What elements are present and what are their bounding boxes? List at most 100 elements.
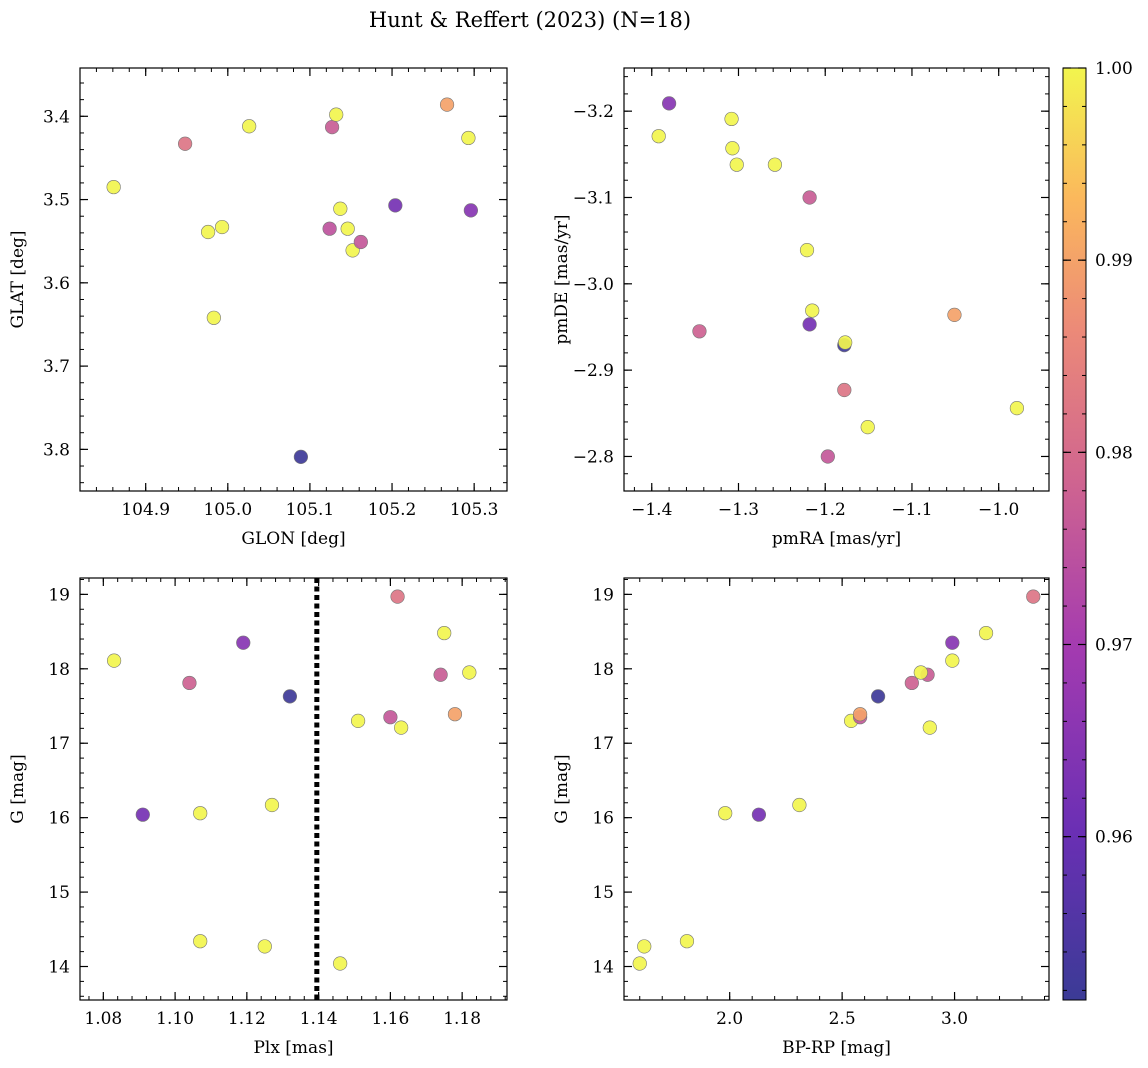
major-ticks — [80, 578, 507, 1000]
minor-ticks — [79, 68, 508, 491]
data-point — [340, 221, 355, 236]
data-point — [106, 179, 121, 195]
scatter-points — [651, 96, 1025, 464]
data-point — [193, 806, 208, 821]
major-ticks — [624, 68, 1049, 491]
scatter-points — [106, 97, 478, 464]
axes-frame — [623, 67, 1050, 492]
x-tick-label: 105.3 — [450, 500, 499, 520]
data-point — [447, 707, 463, 722]
panels: 104.9 105.0 105.1 105.2 105.3 3.4 3.5 3.6 3.7 3.8… — [8, 67, 1050, 1058]
y-tick-label: 17 — [48, 734, 70, 754]
y-tick-label: 15 — [592, 883, 614, 903]
data-point — [282, 689, 298, 704]
x-axis-label: pmRA [mas/yr] — [772, 529, 901, 549]
colorbar-tick-label: 0.96 — [1095, 828, 1133, 848]
data-point — [333, 201, 348, 216]
data-point — [767, 157, 783, 172]
data-point — [439, 97, 455, 112]
panel-2: −1.4 −1.3 −1.2 −1.1 −1.0 −3.2 −3.1 −3.0 −2.9 −2.8… — [552, 67, 1050, 549]
data-point — [692, 324, 707, 339]
data-point — [182, 675, 197, 691]
y-tick-label: 16 — [592, 809, 614, 829]
data-point — [390, 589, 405, 604]
y-tick-label: 18 — [48, 660, 70, 680]
data-point — [662, 96, 677, 111]
y-tick-label: 3.5 — [43, 191, 70, 211]
data-point — [751, 807, 767, 822]
y-tick-label: −3.2 — [573, 102, 614, 122]
data-point — [324, 120, 340, 135]
axes-frame — [623, 577, 1050, 1001]
data-point — [383, 710, 398, 725]
data-point — [201, 224, 216, 240]
x-tick-label: −1.2 — [805, 500, 846, 520]
x-tick-label: −1.3 — [718, 500, 759, 520]
data-point — [805, 303, 820, 318]
data-point — [206, 310, 221, 325]
y-axis-label: pmDE [mas/yr] — [552, 214, 572, 344]
y-axis-label: G [mag] — [8, 754, 28, 823]
panel-1: 104.9 105.0 105.1 105.2 105.3 3.4 3.5 3.6 3.7 3.8… — [8, 67, 508, 549]
y-tick-label: −2.9 — [573, 361, 614, 381]
data-point — [1026, 589, 1041, 604]
data-point — [838, 335, 853, 350]
minor-ticks — [80, 578, 507, 1000]
data-point — [651, 129, 666, 144]
y-tick-label: −2.8 — [573, 447, 614, 467]
data-point — [353, 234, 368, 250]
x-axis-label: Plx [mas] — [253, 1038, 333, 1058]
y-tick-label: 14 — [48, 958, 70, 978]
data-point — [462, 665, 477, 680]
data-point — [106, 653, 122, 668]
data-point — [729, 157, 744, 172]
y-tick-label: 16 — [48, 809, 70, 829]
data-point — [135, 807, 150, 822]
colorbar-tick-label: 1.00 — [1095, 59, 1133, 79]
y-tick-label: 3.6 — [43, 274, 70, 294]
data-point — [329, 107, 344, 122]
data-point — [913, 665, 928, 680]
data-point — [945, 653, 960, 668]
x-tick-label: 1.12 — [228, 1009, 266, 1029]
x-axis-label: BP-RP [mag] — [782, 1038, 891, 1058]
x-axis-label: GLON [deg] — [241, 529, 345, 549]
data-point — [724, 111, 739, 127]
data-point — [264, 797, 280, 813]
data-point — [945, 635, 960, 650]
x-tick-label: 105.1 — [286, 500, 335, 520]
x-tick-label: 105.0 — [203, 500, 252, 520]
data-point — [463, 203, 478, 218]
x-tick-label: 1.14 — [300, 1009, 338, 1029]
major-ticks — [624, 578, 1049, 1000]
y-axis-label: GLAT [deg] — [8, 230, 28, 328]
y-tick-label: 19 — [592, 585, 614, 605]
x-tick-label: 105.2 — [368, 500, 417, 520]
x-tick-label: 104.9 — [121, 500, 170, 520]
colorbar-tick-label: 0.99 — [1095, 251, 1133, 271]
data-point — [637, 939, 652, 954]
y-tick-label: 18 — [592, 660, 614, 680]
x-tick-label: −1.4 — [631, 500, 672, 520]
data-point — [802, 190, 817, 205]
data-point — [853, 707, 868, 722]
y-tick-label: 15 — [48, 883, 70, 903]
data-point — [388, 198, 403, 213]
data-point — [350, 713, 366, 728]
colorbar-ticks: 0.96 0.97 0.98 0.99 1.00 — [1063, 59, 1133, 991]
data-point — [178, 136, 193, 151]
data-point — [632, 956, 647, 971]
data-point — [257, 939, 272, 954]
y-tick-label: 14 — [592, 958, 614, 978]
x-tick-label: 3.0 — [941, 1009, 968, 1029]
x-tick-label: 2.5 — [829, 1009, 856, 1029]
data-point — [799, 243, 815, 258]
data-point — [293, 449, 308, 464]
panel-3: 1.08 1.10 1.12 1.14 1.16 1.18 14 15 16 17 18 19 Plx … — [8, 577, 508, 1058]
colorbar-tick-label: 0.98 — [1095, 443, 1133, 463]
data-point — [333, 956, 348, 971]
data-point — [871, 689, 886, 704]
y-tick-label: −3.1 — [573, 188, 614, 208]
data-point — [725, 141, 740, 156]
data-point — [792, 797, 807, 813]
